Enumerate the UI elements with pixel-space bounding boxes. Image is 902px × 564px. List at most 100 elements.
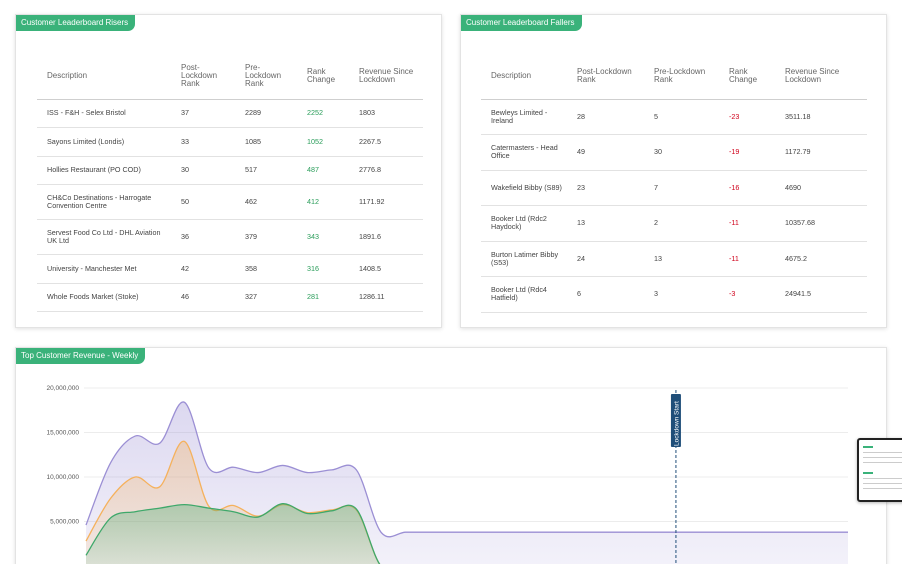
cell-change: -11 — [719, 241, 775, 277]
cell-post: 36 — [171, 219, 235, 255]
cell-post: 46 — [171, 283, 235, 312]
series-green-area — [86, 503, 380, 564]
cell-revenue: 2267.5 — [349, 127, 423, 157]
cell-change: -23 — [719, 99, 775, 135]
col-post-rank[interactable]: Post-Lockdown Rank — [567, 53, 644, 100]
table-row[interactable]: CH&Co Destinations - Harrogate Conventio… — [37, 184, 423, 220]
fallers-card: Customer Leaderboard Fallers Description… — [460, 14, 887, 328]
table-row[interactable]: Catermasters - Head Office 49 30 -19 1172.79 — [481, 134, 867, 171]
cell-description: Servest Food Co Ltd - DHL Aviation UK Lt… — [37, 219, 171, 255]
cell-revenue: 10357.68 — [775, 205, 867, 242]
cell-revenue: 1803 — [349, 99, 423, 128]
cell-post: 30 — [171, 156, 235, 185]
cell-post: 23 — [567, 170, 644, 206]
cell-pre: 5 — [644, 99, 719, 135]
fallers-header-row: Description Post-Lockdown Rank Pre-Lockd… — [481, 53, 867, 100]
cell-description: Sayons Limited (Londis) — [37, 127, 171, 157]
cell-revenue: 1172.79 — [775, 134, 867, 171]
col-revenue[interactable]: Revenue Since Lockdown — [349, 53, 423, 100]
cell-change: 343 — [297, 219, 349, 255]
cell-description: Booker Ltd (Rdc4 Hatfield) — [481, 276, 567, 313]
cell-pre: 517 — [235, 156, 297, 185]
cell-pre: 7 — [644, 170, 719, 206]
table-row[interactable]: ISS - F&H - Selex Bristol 37 2289 2252 1803 — [37, 99, 423, 128]
col-description[interactable]: Description — [481, 53, 567, 100]
fallers-title: Customer Leaderboard Fallers — [461, 15, 582, 31]
risers-table-scroll[interactable]: Description Post-Lockdown Rank Pre-Lockd… — [37, 53, 423, 313]
y-tick-label: 20,000,000 — [46, 385, 79, 392]
cell-pre: 1085 — [235, 127, 297, 157]
risers-title: Customer Leaderboard Risers — [16, 15, 136, 31]
y-tick-label: 15,000,000 — [46, 430, 79, 437]
cell-pre: 358 — [235, 254, 297, 284]
cell-pre: 2289 — [235, 99, 297, 128]
cell-post: 24 — [567, 241, 644, 277]
cell-post: 28 — [567, 99, 644, 135]
table-row[interactable]: Hollies Restaurant (PO COD) 30 517 487 2776.… — [37, 156, 423, 185]
cell-description: Burton Latimer Bibby (S53) — [481, 241, 567, 277]
table-row[interactable]: Booker Ltd (Rdc2 Haydock) 13 2 -11 10357.68 — [481, 205, 867, 242]
cell-description: Whole Foods Market (Stoke) — [37, 283, 171, 312]
table-row[interactable]: Booker Ltd (Rdc4 Hatfield) 6 3 -3 24941.5 — [481, 276, 867, 313]
cell-revenue: 1286.11 — [349, 283, 423, 312]
y-tick-label: 10,000,000 — [46, 474, 79, 481]
page-thumbnail-preview[interactable] — [857, 438, 902, 502]
cell-post: 13 — [567, 205, 644, 242]
cell-description: Booker Ltd (Rdc2 Haydock) — [481, 205, 567, 242]
cell-revenue: 4675.2 — [775, 241, 867, 277]
cell-post: 50 — [171, 184, 235, 220]
lockdown-badge — [670, 394, 681, 447]
col-pre-rank[interactable]: Pre-Lockdown Rank — [235, 53, 297, 100]
cell-revenue: 1891.6 — [349, 219, 423, 255]
cell-revenue: 24941.5 — [775, 276, 867, 313]
risers-table: Description Post-Lockdown Rank Pre-Lockd… — [37, 53, 423, 312]
weekly-revenue-chart[interactable]: 5,000,000 10,000,000 15,000,000 20,000,000 L… — [16, 348, 887, 564]
cell-description: Hollies Restaurant (PO COD) — [37, 156, 171, 185]
table-row[interactable]: Whole Foods Market (Stoke) 46 327 281 1286.1… — [37, 283, 423, 312]
fallers-table: Description Post-Lockdown Rank Pre-Lockd… — [481, 53, 867, 313]
cell-revenue: 2776.8 — [349, 156, 423, 185]
cell-description: Catermasters - Head Office — [481, 134, 567, 171]
cell-pre: 13 — [644, 241, 719, 277]
cell-description: Bewleys Limited - Ireland — [481, 99, 567, 135]
lockdown-label: Lockdown Start — [673, 401, 680, 446]
col-rank-change[interactable]: Rank Change — [719, 53, 775, 100]
col-pre-rank[interactable]: Pre-Lockdown Rank — [644, 53, 719, 100]
cell-pre: 30 — [644, 134, 719, 171]
cell-change: 316 — [297, 254, 349, 284]
cell-pre: 2 — [644, 205, 719, 242]
weekly-revenue-card: 5,000,000 10,000,000 15,000,000 20,000,000 L… — [15, 347, 887, 564]
col-rank-change[interactable]: Rank Change — [297, 53, 349, 100]
col-post-rank[interactable]: Post-Lockdown Rank — [171, 53, 235, 100]
cell-description: University - Manchester Met — [37, 254, 171, 284]
cell-post: 37 — [171, 99, 235, 128]
cell-change: -11 — [719, 205, 775, 242]
cell-post: 42 — [171, 254, 235, 284]
table-row[interactable]: Sayons Limited (Londis) 33 1085 1052 2267.5 — [37, 127, 423, 157]
col-revenue[interactable]: Revenue Since Lockdown — [775, 53, 867, 100]
table-row[interactable]: University - Manchester Met 42 358 316 1408.… — [37, 254, 423, 284]
cell-pre: 379 — [235, 219, 297, 255]
series-orange-line — [85, 440, 381, 564]
weekly-title: Top Customer Revenue - Weekly — [16, 348, 146, 364]
cell-description: Wakefield Bibby (S89) — [481, 170, 567, 206]
table-row[interactable]: Wakefield Bibby (S89) 23 7 -16 4690 — [481, 170, 867, 206]
table-row[interactable]: Servest Food Co Ltd - DHL Aviation UK Lt… — [37, 219, 423, 255]
table-row[interactable]: Burton Latimer Bibby (S53) 24 13 -11 4675.2 — [481, 241, 867, 277]
col-description[interactable]: Description — [37, 53, 171, 100]
cell-description: CH&Co Destinations - Harrogate Conventio… — [37, 184, 171, 220]
cell-post: 49 — [567, 134, 644, 171]
cell-pre: 327 — [235, 283, 297, 312]
risers-header-row: Description Post-Lockdown Rank Pre-Lockd… — [37, 53, 423, 100]
cell-revenue: 3511.18 — [775, 99, 867, 135]
cell-revenue: 1171.92 — [349, 184, 423, 220]
series-green-line — [85, 503, 381, 564]
table-row[interactable]: Bewleys Limited - Ireland 28 5 -23 3511.18 — [481, 99, 867, 135]
series-purple-line — [85, 401, 848, 538]
cell-post: 6 — [567, 276, 644, 313]
cell-description: ISS - F&H - Selex Bristol — [37, 99, 171, 128]
cell-change: 281 — [297, 283, 349, 312]
fallers-table-scroll[interactable]: Description Post-Lockdown Rank Pre-Lockd… — [481, 53, 867, 313]
y-tick-label: 5,000,000 — [50, 519, 79, 526]
cell-pre: 462 — [235, 184, 297, 220]
